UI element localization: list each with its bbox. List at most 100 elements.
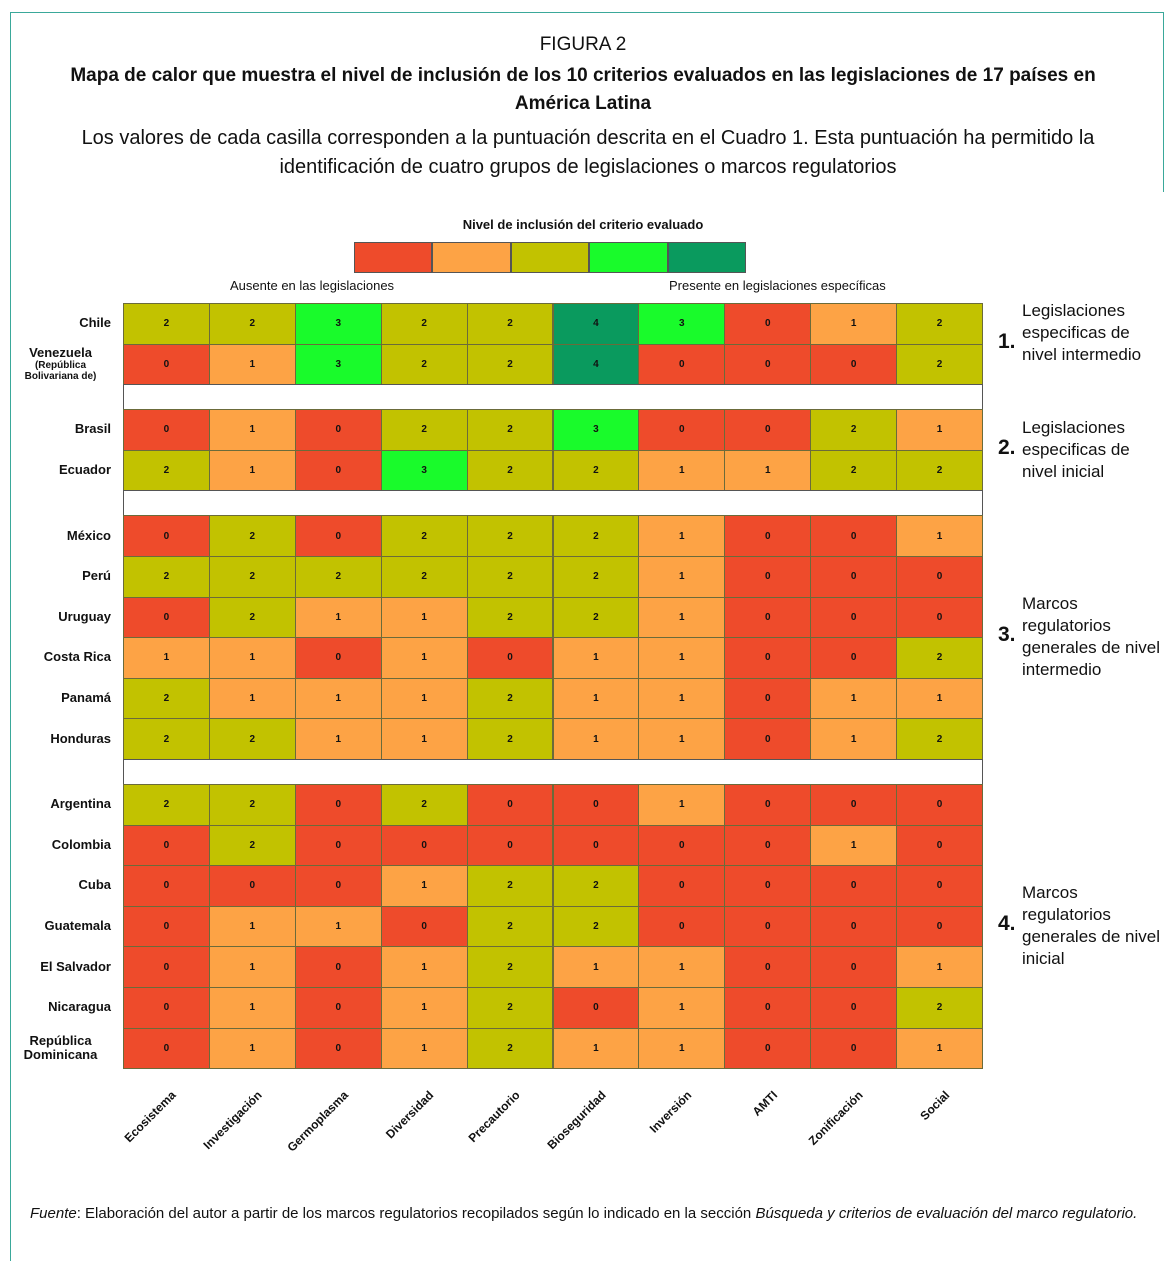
legend-low-label: Ausente en las legislaciones xyxy=(230,278,395,293)
heat-cell: 0 xyxy=(810,556,898,598)
heat-cell: 0 xyxy=(123,946,210,988)
heat-cell: 2 xyxy=(466,865,554,907)
heat-cell: 0 xyxy=(896,596,983,639)
row-label: Venezuela (República Bolivariana de) xyxy=(10,344,111,385)
heat-cell: 0 xyxy=(896,905,983,948)
legend-swatch xyxy=(354,242,433,273)
row-name: Chile xyxy=(79,315,111,331)
row-name: Colombia xyxy=(51,836,111,852)
heat-cell: 0 xyxy=(724,637,812,679)
heat-cell: 0 xyxy=(810,343,898,386)
row-label: Brasil xyxy=(10,409,111,450)
row-label-text: Uruguay xyxy=(58,609,111,624)
heat-cell: 1 xyxy=(638,596,726,639)
heat-cell: 2 xyxy=(380,784,468,826)
heat-cell: 1 xyxy=(380,677,468,720)
heat-cell: 2 xyxy=(466,343,554,386)
row-note: (República Bolivariana de) xyxy=(24,359,97,382)
heat-cell: 0 xyxy=(638,905,726,948)
heat-cell: 1 xyxy=(294,905,382,948)
heat-cell: 1 xyxy=(638,784,726,826)
heat-cell: 1 xyxy=(294,718,382,760)
group-label: Legislaciones especificas de nivel inici… xyxy=(1022,417,1130,481)
heat-cell: 0 xyxy=(466,784,554,826)
heat-cell: 2 xyxy=(208,303,296,345)
heat-cell: 2 xyxy=(380,343,468,386)
row-label: El Salvador xyxy=(10,946,111,987)
heat-cell: 0 xyxy=(208,865,296,907)
heat-cell: 2 xyxy=(466,409,554,451)
heat-cell: 0 xyxy=(724,865,812,907)
column-label: Germoplasma xyxy=(284,1088,351,1155)
column-label: Ecosistema xyxy=(121,1088,179,1146)
frame xyxy=(10,12,1163,13)
heat-cell: 0 xyxy=(896,556,983,598)
heat-cell: 1 xyxy=(896,677,983,720)
group-number: 4. xyxy=(998,912,1016,936)
row-label-text: Argentina xyxy=(50,797,111,811)
heat-cell: 1 xyxy=(380,637,468,679)
heat-cell: 2 xyxy=(466,677,554,720)
row-name: Honduras xyxy=(50,730,111,746)
heat-cell: 0 xyxy=(896,784,983,826)
footer-segment: : Elaboración del autor a partir de los … xyxy=(76,1205,756,1222)
row-label: Colombia xyxy=(10,825,111,866)
heat-cell: 1 xyxy=(638,987,726,1029)
heat-cell: 0 xyxy=(810,515,898,557)
column-label: Social xyxy=(917,1088,953,1124)
row-label: Panamá xyxy=(10,678,111,719)
group-gap xyxy=(123,759,983,785)
heat-cell: 2 xyxy=(810,449,898,492)
legend-title: Nivel de inclusión del criterio evaluado xyxy=(462,217,704,232)
row-label-text: Colombia xyxy=(51,836,111,852)
heat-cell: 2 xyxy=(466,596,554,639)
heat-cell: 2 xyxy=(466,556,554,598)
heat-cell: 0 xyxy=(466,637,554,679)
row-label: Nicaragua xyxy=(10,987,111,1028)
heat-cell: 2 xyxy=(896,718,983,760)
heat-cell: 3 xyxy=(294,303,382,345)
heat-cell: 4 xyxy=(552,303,640,345)
heat-cell: 0 xyxy=(810,946,898,988)
row-name: República Dominicana xyxy=(23,1032,98,1062)
heat-cell: 2 xyxy=(208,718,296,760)
heat-cell: 3 xyxy=(380,449,468,492)
heat-cell: 0 xyxy=(294,946,382,988)
heat-cell: 0 xyxy=(123,343,210,386)
group-label: Marcos regulatorios generales de nivel i… xyxy=(1022,883,1160,969)
heat-cell: 4 xyxy=(552,343,640,386)
row-label: Honduras xyxy=(10,718,111,759)
row-label-text: Venezuela (República Bolivariana de) xyxy=(10,345,111,382)
legend-high-label: Presente en legislaciones específicas xyxy=(669,278,886,293)
heat-cell: 1 xyxy=(638,946,726,988)
frame xyxy=(1163,12,1164,192)
row-label-text: Perú xyxy=(82,569,111,583)
heat-cell: 0 xyxy=(123,515,210,557)
heat-cell: 2 xyxy=(896,343,983,386)
heat-cell: 0 xyxy=(123,824,210,867)
row-label-text: México xyxy=(67,528,111,543)
heat-cell: 1 xyxy=(208,343,296,386)
heat-cell: 3 xyxy=(294,343,382,386)
row-label-text: Panamá xyxy=(61,691,111,705)
column-label: Precautorio xyxy=(465,1088,523,1146)
row-name: Perú xyxy=(82,568,111,584)
row-name: Costa Rica xyxy=(43,649,111,665)
heat-cell: 1 xyxy=(552,718,640,760)
row-label: Costa Rica xyxy=(10,637,111,678)
heat-cell: 0 xyxy=(724,905,812,948)
heat-cell: 0 xyxy=(466,824,554,867)
heat-cell: 0 xyxy=(724,556,812,598)
heat-cell: 0 xyxy=(123,987,210,1029)
heat-cell: 0 xyxy=(123,409,210,451)
heat-cell: 1 xyxy=(896,1027,983,1070)
heat-cell: 2 xyxy=(896,303,983,345)
heat-cell: 0 xyxy=(724,1027,812,1070)
heat-cell: 1 xyxy=(208,449,296,492)
heat-cell: 0 xyxy=(638,409,726,451)
column-label: Investigación xyxy=(200,1088,265,1153)
column-label: Bioseguridad xyxy=(544,1088,609,1153)
heat-cell: 1 xyxy=(208,946,296,988)
heat-cell: 0 xyxy=(123,1027,210,1070)
